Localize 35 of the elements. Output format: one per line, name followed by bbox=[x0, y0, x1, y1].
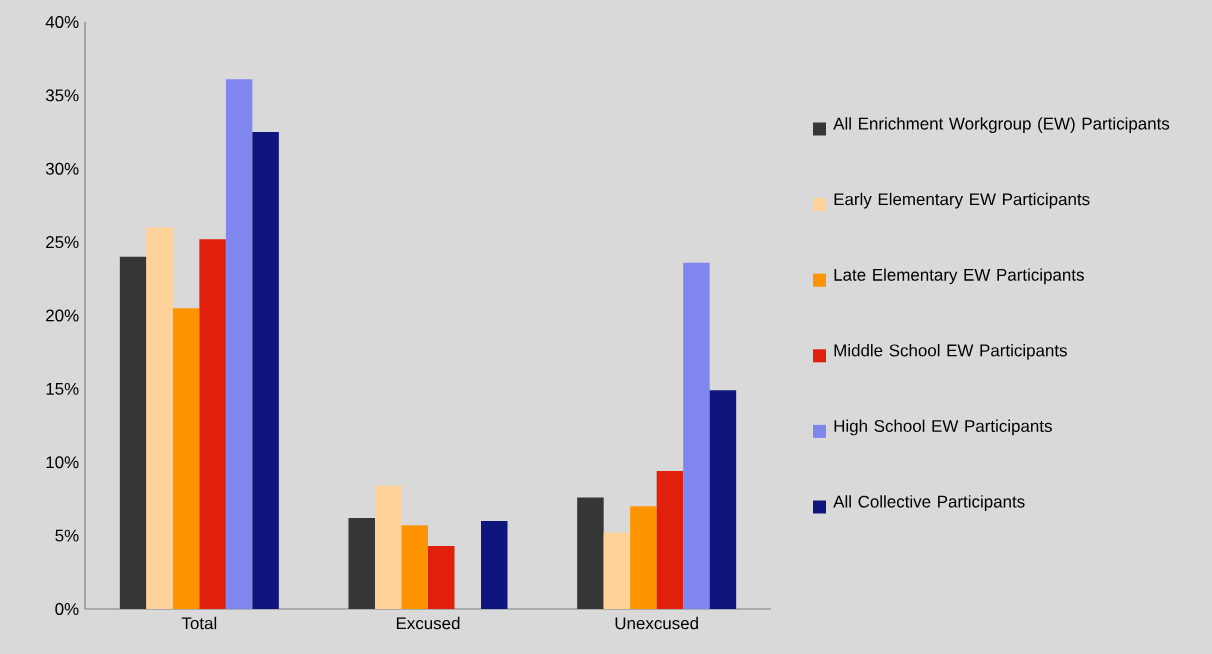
y-tick-label: 10% bbox=[46, 456, 79, 469]
bar bbox=[199, 239, 226, 609]
y-tick-label: 0% bbox=[55, 602, 79, 615]
legend-label: Middle School EW Participants bbox=[834, 343, 1067, 360]
bar bbox=[656, 471, 684, 609]
y-tick-label: 30% bbox=[45, 162, 79, 175]
bar bbox=[172, 308, 200, 609]
legend-label: Late Elementary EW Participants bbox=[834, 268, 1084, 285]
y-tick-label: 15% bbox=[46, 382, 79, 395]
bar bbox=[375, 485, 402, 609]
bar bbox=[225, 79, 253, 609]
bar bbox=[709, 390, 737, 609]
legend-label: All Collective Participants bbox=[833, 495, 1025, 511]
x-tick-label: Total bbox=[181, 616, 217, 630]
bar bbox=[348, 518, 375, 609]
bar bbox=[577, 497, 604, 609]
y-tick-label: 25% bbox=[46, 236, 79, 249]
x-tick-label: Excused bbox=[396, 616, 460, 630]
legend-label: All Enrichment Workgroup (EW) Participants bbox=[833, 117, 1170, 133]
x-tick-label: Unexcused bbox=[615, 616, 698, 630]
y-tick-label: 40% bbox=[45, 15, 79, 28]
bar bbox=[630, 506, 657, 609]
y-tick-label: 5% bbox=[55, 529, 79, 542]
bar bbox=[683, 262, 710, 609]
legend-label: High School EW Participants bbox=[834, 419, 1052, 436]
y-tick-label: 35% bbox=[45, 89, 79, 102]
bar bbox=[401, 525, 429, 609]
bar bbox=[603, 532, 631, 609]
bar bbox=[252, 132, 279, 609]
bar bbox=[119, 256, 147, 609]
legend-label: Early Elementary EW Participants bbox=[834, 192, 1090, 209]
bar bbox=[428, 545, 455, 609]
bar bbox=[481, 520, 508, 609]
y-tick-label: 20% bbox=[46, 309, 79, 322]
bar bbox=[146, 227, 173, 609]
